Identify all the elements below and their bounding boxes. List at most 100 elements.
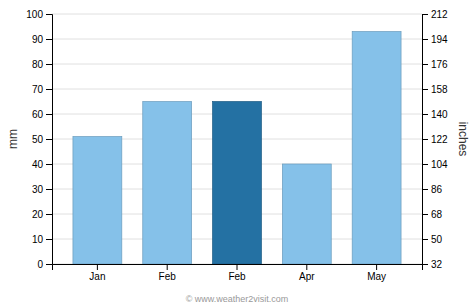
x-axis: Jan Feb Feb Apr May <box>53 264 423 282</box>
tick-label: Feb <box>228 271 246 282</box>
y-axis: 0 10 20 30 40 50 60 70 80 90 100 <box>26 9 52 270</box>
tick-label: 40 <box>32 159 44 170</box>
tick-mark <box>422 239 428 240</box>
tick-mark <box>237 264 238 270</box>
tick-mark <box>46 139 52 140</box>
tick: 122 <box>422 134 448 145</box>
y-axis-title: mm <box>6 129 20 149</box>
tick-label: 10 <box>32 234 44 245</box>
tick-label: 176 <box>431 59 448 70</box>
tick-mark <box>97 264 98 270</box>
tick-mark <box>46 264 52 265</box>
axis-line <box>46 15 53 265</box>
tick-mark <box>46 14 52 15</box>
tick-label: May <box>367 271 386 282</box>
tick-label: Feb <box>159 271 177 282</box>
tick-mark <box>422 89 428 90</box>
tick-label: 32 <box>431 259 443 270</box>
tick-label: 100 <box>26 9 43 20</box>
tick: 158 <box>422 84 448 95</box>
bar <box>213 102 262 265</box>
tick-mark <box>422 189 428 190</box>
tick-label: 80 <box>32 59 44 70</box>
tick-label: 194 <box>431 34 448 45</box>
tick-mark <box>422 14 428 15</box>
annotation: © www.weather2visit.com <box>186 294 289 304</box>
tick-label: 68 <box>431 209 443 220</box>
tick-label: 122 <box>431 134 448 145</box>
tick-mark <box>376 264 377 270</box>
tick-mark <box>46 164 52 165</box>
tick-label: 60 <box>32 109 44 120</box>
tick-mark <box>46 189 52 190</box>
tick: Jan <box>89 264 105 282</box>
axis-line <box>423 15 429 265</box>
tick: May <box>367 264 386 282</box>
tick: 30 <box>32 184 52 195</box>
grid-line <box>52 14 422 15</box>
tick-mark <box>422 139 428 140</box>
tick: 176 <box>422 59 448 70</box>
tick-mark <box>46 64 52 65</box>
tick: 68 <box>422 209 443 220</box>
bar <box>352 32 401 265</box>
tick-label: 50 <box>431 234 443 245</box>
tick: Feb <box>228 264 246 282</box>
tick-label: 140 <box>431 109 448 120</box>
tick: Feb <box>159 264 177 282</box>
tick: 90 <box>32 34 52 45</box>
tick-mark <box>167 264 168 270</box>
tick-mark <box>46 239 52 240</box>
y2-axis-title: inches <box>456 122 470 157</box>
tick: 10 <box>32 234 52 245</box>
tick: 70 <box>32 84 52 95</box>
tick-mark <box>422 64 428 65</box>
plot: Jan Feb Feb Apr May 0 10 20 30 40 50 60 70 80 90 100 32 5… <box>26 9 448 282</box>
tick: 104 <box>422 159 448 170</box>
tick-mark <box>422 39 428 40</box>
tick-label: 212 <box>431 9 448 20</box>
tick-mark <box>306 264 307 270</box>
tick: 194 <box>422 34 448 45</box>
tick: 100 <box>26 9 52 20</box>
tick: 212 <box>422 9 448 20</box>
tick: 32 <box>422 259 443 270</box>
bars <box>73 32 401 265</box>
tick-label: 0 <box>37 259 43 270</box>
tick-mark <box>46 89 52 90</box>
tick: 140 <box>422 109 448 120</box>
tick-mark <box>422 164 428 165</box>
tick-mark <box>46 114 52 115</box>
tick-label: 30 <box>32 184 44 195</box>
tick: 20 <box>32 209 52 220</box>
tick-label: 70 <box>32 84 44 95</box>
chart: Jan Feb Feb Apr May 0 10 20 30 40 50 60 70 80 90 100 32 5… <box>0 0 474 308</box>
tick: 60 <box>32 109 52 120</box>
tick: 86 <box>422 184 443 195</box>
axis-line <box>53 265 423 271</box>
tick-mark <box>46 214 52 215</box>
tick-mark <box>422 114 428 115</box>
tick-label: 50 <box>32 134 44 145</box>
tick: 40 <box>32 159 52 170</box>
y2-axis: 32 50 68 86 104 122 140 158 176 194 212 <box>422 9 448 270</box>
tick: 0 <box>37 259 52 270</box>
tick-mark <box>422 264 428 265</box>
tick: Apr <box>299 264 315 282</box>
tick-mark <box>46 39 52 40</box>
tick-label: 104 <box>431 159 448 170</box>
tick-mark <box>422 214 428 215</box>
bar <box>73 137 122 265</box>
tick-label: Jan <box>89 271 105 282</box>
tick-label: Apr <box>299 271 315 282</box>
bar <box>143 102 192 265</box>
bar <box>282 164 331 264</box>
tick-label: 86 <box>431 184 443 195</box>
tick-label: 158 <box>431 84 448 95</box>
tick-label: 90 <box>32 34 44 45</box>
grid <box>52 14 422 264</box>
tick: 50 <box>32 134 52 145</box>
tick-label: 20 <box>32 209 44 220</box>
tick: 80 <box>32 59 52 70</box>
tick: 50 <box>422 234 443 245</box>
